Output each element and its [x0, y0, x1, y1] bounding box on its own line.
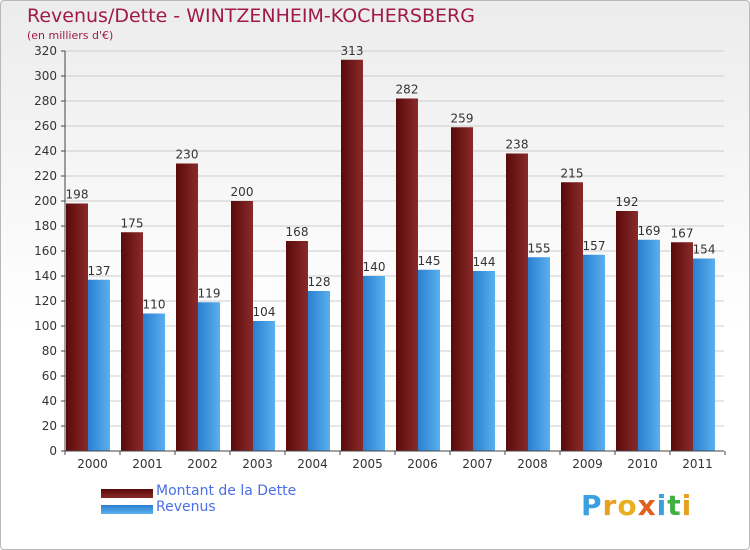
x-tick-label: 2010 [627, 457, 658, 471]
value-label: 144 [473, 255, 496, 269]
bar-dette [616, 211, 638, 451]
proxiti-logo: Proxiti [581, 489, 692, 522]
x-tick-label: 2002 [187, 457, 218, 471]
value-label: 259 [451, 111, 474, 125]
x-tick-label: 2004 [297, 457, 328, 471]
x-tick-label: 2005 [352, 457, 383, 471]
bar-revenus [693, 258, 715, 451]
x-tick-label: 2006 [407, 457, 438, 471]
value-label: 198 [66, 188, 89, 202]
logo-letter: o [617, 489, 638, 522]
bars [66, 59, 715, 451]
bar-revenus [473, 271, 495, 451]
x-tick-label: 2008 [517, 457, 548, 471]
bar-dette [121, 232, 143, 451]
bar-dette [231, 201, 253, 451]
value-label: 192 [616, 195, 639, 209]
chart-title: Revenus/Dette - WINTZENHEIM-KOCHERSBERG [27, 5, 475, 27]
bar-dette [396, 98, 418, 451]
value-label: 110 [143, 298, 166, 312]
bar-revenus [143, 313, 165, 451]
value-label: 155 [528, 241, 551, 255]
y-tick-label: 200 [34, 194, 57, 208]
value-label: 200 [231, 185, 254, 199]
y-tick-label: 160 [34, 244, 57, 258]
x-tick-label: 2003 [242, 457, 273, 471]
axes: 0 20 40 60 80 100 120 140 160 180 200 220 240 260 280 3… [34, 44, 726, 471]
legend-label-revenus: Revenus [156, 499, 216, 515]
bar-dette [561, 182, 583, 451]
bar-revenus [88, 279, 110, 451]
y-tick-label: 100 [34, 319, 57, 333]
x-tick-label: 2007 [462, 457, 493, 471]
bar-dette [341, 59, 363, 451]
value-label: 230 [176, 148, 199, 162]
value-label: 140 [363, 260, 386, 274]
y-tick-label: 60 [42, 369, 57, 383]
value-label: 238 [506, 138, 529, 152]
bar-revenus [528, 257, 550, 451]
bar-dette [506, 153, 528, 451]
value-label: 154 [693, 243, 716, 257]
y-tick-label: 20 [42, 419, 57, 433]
x-tick-label: 2011 [682, 457, 713, 471]
y-tick-label: 80 [42, 344, 57, 358]
y-tick-label: 180 [34, 219, 57, 233]
value-label: 168 [286, 225, 309, 239]
bar-revenus [583, 254, 605, 451]
y-tick-label: 140 [34, 269, 57, 283]
bar-dette [451, 127, 473, 451]
y-tick-label: 300 [34, 69, 57, 83]
bar-revenus [418, 269, 440, 451]
value-label: 104 [253, 305, 276, 319]
value-label: 145 [418, 254, 441, 268]
y-tick-label: 280 [34, 94, 57, 108]
bar-revenus [363, 276, 385, 451]
x-tick-label: 2009 [572, 457, 603, 471]
value-label: 175 [121, 216, 144, 230]
bar-revenus [638, 239, 660, 451]
grid-lines [65, 50, 724, 452]
logo-letter: x [637, 489, 657, 522]
y-tick-label: 240 [34, 144, 57, 158]
bar-dette [176, 163, 198, 451]
x-tick-label: 2001 [132, 457, 163, 471]
bar-revenus [253, 321, 275, 451]
logo-letter: i [656, 489, 668, 522]
bar-dette [66, 203, 88, 451]
legend-label-dette: Montant de la Dette [156, 483, 297, 499]
bar-revenus [198, 302, 220, 451]
y-tick-label: 40 [42, 394, 57, 408]
y-tick-label: 260 [34, 119, 57, 133]
value-label: 157 [583, 239, 606, 253]
logo-letter: i [681, 489, 693, 522]
logo-letter: t [667, 489, 682, 522]
value-label: 282 [396, 83, 419, 97]
logo-letter: r [602, 489, 618, 522]
y-tick-label: 320 [34, 44, 57, 58]
value-label: 313 [341, 44, 364, 58]
value-labels: 198 137 175 110 230 119 200 104 168 128 313 140 282 1… [66, 44, 716, 319]
legend-swatch-revenus [101, 505, 153, 514]
value-label: 128 [308, 275, 331, 289]
y-tick-label: 220 [34, 169, 57, 183]
value-label: 167 [671, 226, 694, 240]
chart-subtitle: (en milliers d'€) [27, 29, 114, 42]
bar-dette [286, 241, 308, 451]
y-tick-label: 0 [49, 444, 57, 458]
x-tick-label: 2000 [77, 457, 108, 471]
value-label: 137 [88, 264, 111, 278]
bar-revenus [308, 291, 330, 451]
logo-letter: P [581, 489, 603, 522]
bar-dette [671, 242, 693, 451]
legend-swatch-dette [101, 489, 153, 498]
y-tick-label: 120 [34, 294, 57, 308]
value-label: 119 [198, 286, 221, 300]
value-label: 215 [561, 166, 584, 180]
value-label: 169 [638, 224, 661, 238]
